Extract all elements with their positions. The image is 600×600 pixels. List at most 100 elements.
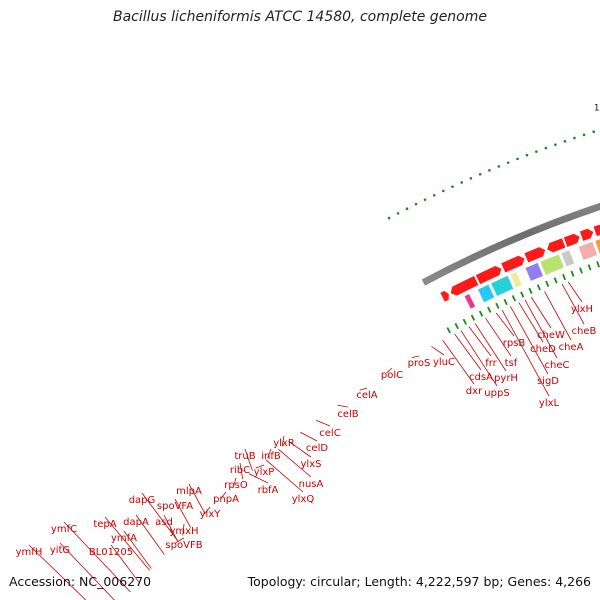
- gene-label: pyrH: [494, 373, 518, 384]
- feature-block: [595, 239, 600, 255]
- gene-leader-line: [495, 312, 515, 337]
- scale-minor-tick: [442, 189, 445, 193]
- gene-leader-line: [474, 323, 507, 372]
- gene-leader-line: [175, 537, 185, 543]
- scale-minor-tick: [396, 212, 400, 215]
- gene-label: tepA: [93, 519, 116, 530]
- scale-minor-tick: [405, 207, 409, 211]
- scale-minor-tick: [497, 165, 501, 168]
- inner-tick: [596, 261, 600, 268]
- feature-block: [578, 241, 598, 261]
- map-title: Bacillus licheniformis ATCC 14580, compl…: [113, 9, 487, 25]
- gene-label: ribC: [230, 465, 250, 476]
- gene-leader-line: [485, 317, 512, 357]
- gene-leader-line: [174, 498, 191, 528]
- gene-label: ymfC: [51, 524, 77, 535]
- scale-minor-tick: [451, 185, 454, 188]
- gene-leader-line: [510, 306, 549, 375]
- inner-tick: [446, 327, 451, 334]
- gene-leader-line: [248, 473, 269, 484]
- inner-tick: [536, 284, 541, 291]
- gene-label: truB: [234, 451, 255, 462]
- gene-label: ylxL: [539, 398, 560, 409]
- gene-label: uppS: [484, 388, 509, 399]
- gene-label: ylxS: [301, 459, 322, 470]
- gene-leader-line: [411, 355, 420, 359]
- gene-label: frr: [485, 358, 497, 369]
- gene-leader-line: [188, 483, 206, 514]
- gene-leader-line: [460, 330, 498, 387]
- gene-arrow-layer: [440, 224, 600, 302]
- gene-label: celA: [356, 390, 377, 401]
- gene-leader-line: [59, 542, 115, 600]
- inner-tick: [579, 267, 583, 274]
- gene-label: nusA: [299, 479, 324, 490]
- scale-minor-tick: [525, 153, 529, 157]
- scale-minor-tick: [582, 133, 586, 137]
- gene-arrow: [593, 224, 600, 237]
- scale-minor-tick: [506, 161, 510, 164]
- gene-label: asd: [155, 517, 173, 528]
- gene-arrow: [475, 266, 502, 285]
- gene-leader-line: [316, 420, 331, 427]
- gene-label: cheW: [537, 330, 565, 341]
- gene-label: cheA: [559, 342, 584, 353]
- gene-label: celB: [337, 409, 358, 420]
- gene-leader-line: [386, 367, 393, 374]
- gene-leader-line: [265, 459, 304, 493]
- scale-minor-tick: [563, 140, 567, 143]
- gene-leader-line: [267, 448, 272, 459]
- scale-minor-tick: [460, 181, 463, 184]
- gene-arrow: [579, 228, 594, 241]
- gene-label: celD: [306, 443, 328, 454]
- genome-backbone: [421, 202, 600, 286]
- scale-minor-tick: [573, 136, 576, 140]
- gene-label: mlpA: [176, 486, 202, 497]
- gene-leader-line: [442, 340, 475, 385]
- inner-tick: [470, 314, 476, 321]
- gene-leader-line: [567, 281, 583, 303]
- scale-minor-tick: [432, 193, 436, 197]
- inner-tick: [545, 280, 550, 287]
- gene-leader-line: [28, 544, 87, 600]
- feature-track-layer: [464, 239, 600, 309]
- feature-block: [561, 250, 575, 267]
- inner-tick: [520, 291, 525, 298]
- gene-arrow: [501, 255, 525, 273]
- gene-label: rpsB: [503, 338, 526, 349]
- gene-label: spoVFA: [157, 501, 193, 512]
- gene-label: polC: [381, 370, 403, 381]
- gene-label: dxr: [466, 386, 483, 397]
- gene-leader-line: [104, 516, 150, 571]
- scale-minor-tick: [516, 157, 519, 161]
- feature-block: [477, 284, 495, 303]
- gene-leader-line: [337, 404, 349, 408]
- gene-arrow: [524, 247, 546, 263]
- gene-label: ylxR: [273, 438, 295, 449]
- gene-leader-line: [123, 530, 152, 569]
- gene-label: celC: [319, 428, 340, 439]
- feature-block: [491, 275, 514, 297]
- gene-leader-line: [530, 296, 552, 329]
- scale-minor-tick: [554, 143, 557, 146]
- scale-tick-label-layer: 1810 kbp1815 kbp1820 kbp1825 kbp1830 kbp…: [594, 104, 600, 114]
- inner-tick: [587, 264, 592, 271]
- gene-leader-line: [359, 387, 368, 391]
- scale-minor-tick: [544, 146, 548, 150]
- gene-label: ymfH: [16, 547, 43, 558]
- inner-tick-layer: [446, 261, 600, 334]
- gene-leader-line: [239, 462, 244, 480]
- inner-tick: [553, 277, 558, 284]
- gene-leader-line: [501, 310, 550, 397]
- inner-tick: [503, 298, 508, 306]
- inner-tick: [462, 318, 467, 325]
- gene-leader-line: [244, 448, 253, 471]
- gene-label: cdsA: [469, 372, 493, 383]
- inner-tick: [511, 295, 516, 302]
- feature-block: [464, 293, 476, 309]
- inner-tick: [562, 273, 567, 281]
- gene-label: BL01205: [89, 547, 133, 558]
- gene-label: ymxH: [169, 526, 198, 537]
